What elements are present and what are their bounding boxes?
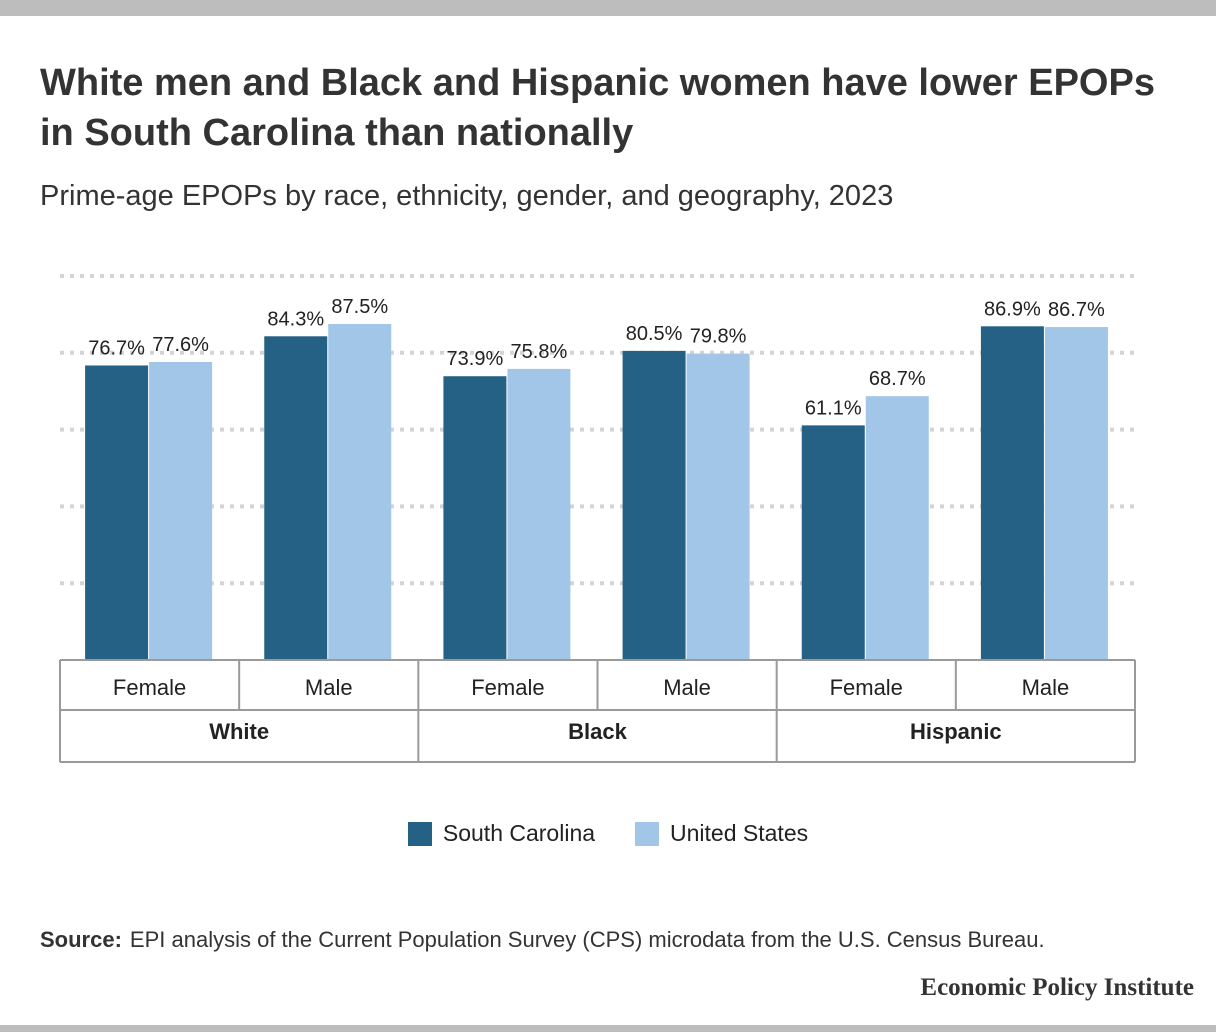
data-label-south-carolina-4: 61.1% xyxy=(805,397,862,419)
top-border-bar xyxy=(0,0,1216,16)
bar-united-states-0 xyxy=(149,362,213,660)
category-label-3: Male xyxy=(663,675,711,700)
source-label: Source: xyxy=(40,927,122,952)
bar-united-states-4 xyxy=(865,396,929,660)
bottom-border-bar xyxy=(0,1025,1216,1032)
data-label-united-states-3: 79.8% xyxy=(690,326,747,348)
bar-south-carolina-4 xyxy=(801,425,865,660)
group-label-hispanic: Hispanic xyxy=(910,719,1002,744)
source-text: EPI analysis of the Current Population S… xyxy=(129,927,1045,952)
data-label-south-carolina-2: 73.9% xyxy=(447,348,504,370)
data-label-united-states-2: 75.8% xyxy=(511,341,568,363)
category-label-2: Female xyxy=(471,675,544,700)
data-label-united-states-0: 77.6% xyxy=(152,334,209,356)
chart-subtitle: Prime-age EPOPs by race, ethnicity, gend… xyxy=(40,180,894,212)
bar-united-states-3 xyxy=(686,353,750,660)
bar-south-carolina-3 xyxy=(622,350,686,660)
bar-united-states-2 xyxy=(507,368,571,660)
data-label-south-carolina-1: 84.3% xyxy=(267,308,324,330)
source-note: Source: EPI analysis of the Current Popul… xyxy=(40,924,1190,956)
bar-chart: 76.7% 77.6% 84.3% 87.5% 73.9% 75.8% 80.5% 79.8%… xyxy=(59,274,1136,763)
bar-south-carolina-5 xyxy=(980,326,1044,660)
brand-wordmark: Economic Policy Institute xyxy=(920,974,1194,1001)
data-label-united-states-4: 68.7% xyxy=(869,368,926,390)
legend-label-south-carolina: South Carolina xyxy=(442,820,596,846)
chart-legend: South Carolina United States xyxy=(0,820,1216,847)
group-label-white: White xyxy=(209,719,269,744)
data-label-south-carolina-3: 80.5% xyxy=(626,323,683,345)
group-label-black: Black xyxy=(568,719,627,744)
bar-united-states-1 xyxy=(328,324,392,660)
legend-swatch-south-carolina xyxy=(407,821,432,846)
bar-south-carolina-2 xyxy=(443,376,507,660)
chart-title: White men and Black and Hispanic women h… xyxy=(40,62,1155,154)
category-label-5: Male xyxy=(1022,675,1070,700)
data-label-south-carolina-5: 86.9% xyxy=(984,298,1041,320)
legend-item-south-carolina: South Carolina xyxy=(407,820,596,847)
legend-label-united-states: United States xyxy=(670,820,809,846)
bar-united-states-5 xyxy=(1044,327,1108,660)
data-label-south-carolina-0: 76.7% xyxy=(88,337,145,359)
bar-south-carolina-0 xyxy=(85,365,149,660)
bar-south-carolina-1 xyxy=(264,336,328,660)
category-label-1: Male xyxy=(305,675,353,700)
legend-swatch-united-states xyxy=(635,821,660,846)
data-label-united-states-1: 87.5% xyxy=(331,296,388,318)
category-label-0: Female xyxy=(113,675,186,700)
data-label-united-states-5: 86.7% xyxy=(1048,299,1105,321)
category-label-4: Female xyxy=(830,675,903,700)
legend-item-united-states: United States xyxy=(635,820,808,847)
